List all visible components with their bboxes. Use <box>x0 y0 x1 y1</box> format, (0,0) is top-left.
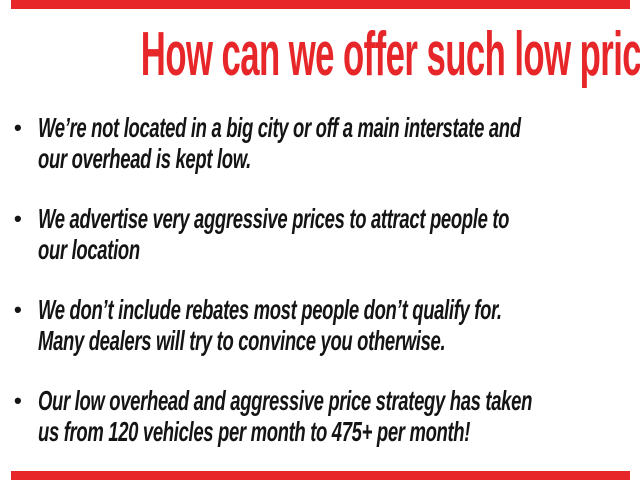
bullet-item: • We don’t include rebates most people d… <box>14 294 640 356</box>
bullet-text: We don’t include rebates most people don… <box>38 294 502 356</box>
bullet-line: We don’t include rebates most people don… <box>38 294 502 325</box>
bullet-line: Many dealers will try to convince you ot… <box>38 325 446 356</box>
bullet-line: Our low overhead and aggressive price st… <box>38 385 533 416</box>
bullet-dot: • <box>14 388 22 413</box>
bullet-list: • We’re not located in a big city or off… <box>14 112 640 476</box>
bullet-item: • We’re not located in a big city or off… <box>14 112 640 174</box>
bullet-line: We advertise very aggressive prices to a… <box>38 203 510 234</box>
bullet-line: us from 120 vehicles per month to 475+ p… <box>38 416 471 447</box>
bullet-item: • Our low overhead and aggressive price … <box>14 385 640 447</box>
top-accent-bar <box>11 0 630 9</box>
bullet-text: Our low overhead and aggressive price st… <box>38 385 532 447</box>
bullet-text: We’re not located in a big city or off a… <box>38 112 521 174</box>
bullet-item: • We advertise very aggressive prices to… <box>14 203 640 265</box>
bullet-text: We advertise very aggressive prices to a… <box>38 203 509 265</box>
bullet-line: our location <box>38 234 140 265</box>
page-title: How can we offer such low prices? <box>140 20 640 89</box>
bullet-line: We’re not located in a big city or off a… <box>38 112 521 143</box>
bullet-dot: • <box>14 297 22 322</box>
bullet-dot: • <box>14 115 22 140</box>
bullet-dot: • <box>14 206 22 231</box>
bottom-accent-bar <box>11 471 630 480</box>
bullet-line: our overhead is kept low. <box>38 143 251 174</box>
